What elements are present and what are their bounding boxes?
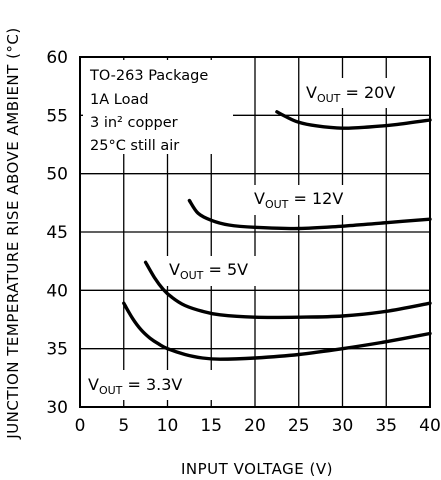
condition-copper: 3 in² copper [90,115,178,131]
plot-frame [79,56,431,408]
label-bg-12v [248,185,372,215]
y-tick-label: 55 [46,106,68,126]
y-tick-label: 45 [46,223,68,243]
x-axis-title: INPUT VOLTAGE (V) [181,460,333,478]
series-label-3v3: VOUT = 3.3V [88,375,182,397]
series-line-20v [275,110,432,130]
label-bg-3v3 [82,370,212,400]
x-tick-label: 15 [200,416,222,436]
series-label-20v: VOUT = 20V [306,83,395,105]
y-tick-label: 30 [46,398,68,418]
x-tick-label: 25 [288,416,310,436]
x-tick-label: 10 [157,416,179,436]
conditions-box [83,60,233,154]
x-tick-label: 30 [332,416,354,436]
y-tick-label: 40 [46,281,68,301]
series-line-12v [187,198,432,231]
x-tick-label: 20 [244,416,266,436]
y-tick-label: 50 [46,165,68,185]
x-tick-label: 5 [118,416,129,436]
label-bg-5v [163,256,273,286]
x-tick-label: 0 [75,416,86,436]
series-label-5v: VOUT = 5V [169,260,248,282]
series-curves [122,110,432,361]
y-tick-label: 35 [46,340,68,360]
series-label-12v: VOUT = 12V [254,189,343,211]
x-tick-label: 35 [375,416,397,436]
series-line-5v [143,260,432,320]
y-axis-title: JUNCTION TEMPERATURE RISE ABOVE AMBIENT … [4,27,22,439]
tick-labels: 0 5 10 15 20 25 30 35 40 30 35 40 45 50 55 60 [46,48,440,436]
label-bg-20v [300,78,424,108]
condition-package: TO-263 Package [89,68,208,84]
condition-load: 1A Load [90,92,149,108]
condition-air: 25°C still air [90,138,179,154]
y-tick-label: 60 [46,48,68,68]
series-line-3v3 [122,301,432,361]
x-tick-label: 40 [419,416,441,436]
